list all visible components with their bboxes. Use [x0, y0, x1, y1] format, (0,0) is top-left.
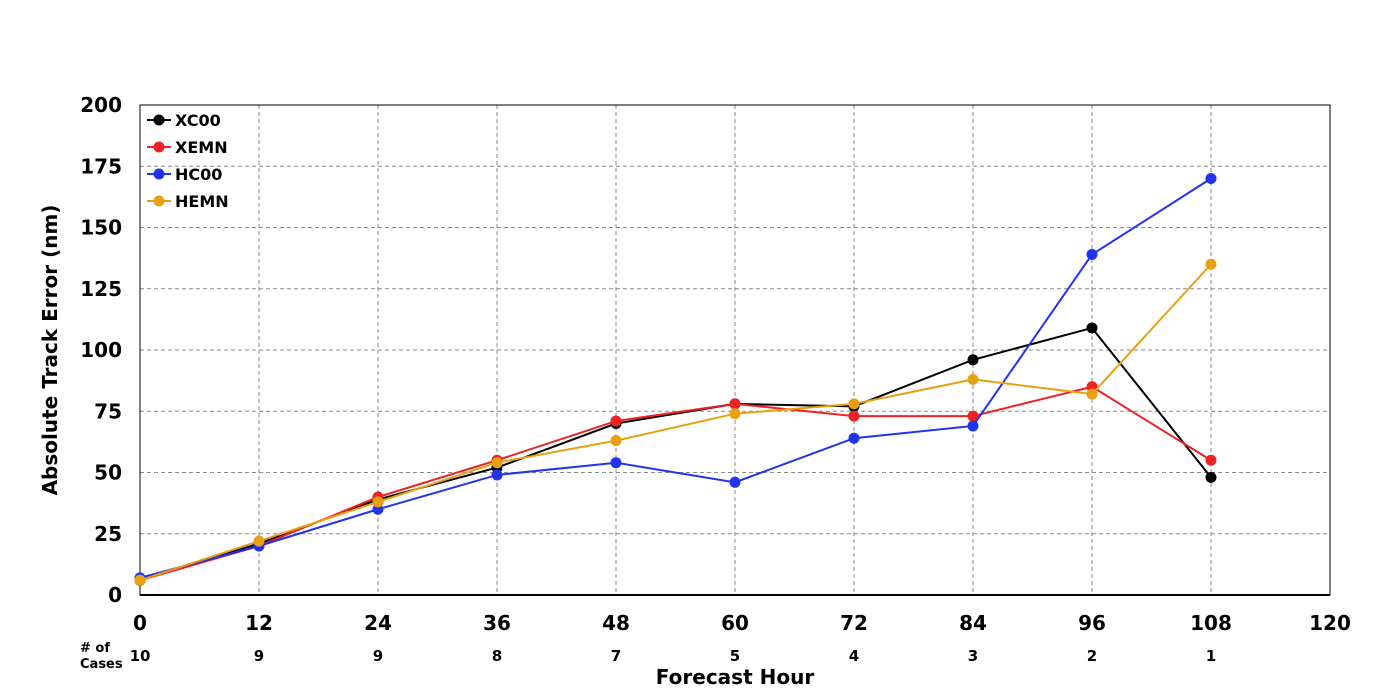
point-hc00-96	[1086, 248, 1098, 260]
point-xemn-108	[1205, 454, 1217, 466]
grid-lines	[140, 105, 1330, 595]
legend-label-hemn: HEMN	[175, 192, 229, 211]
point-hemn-84	[967, 373, 979, 385]
legend-item-xc00: XC00	[147, 111, 221, 130]
legend: XC00 XEMN HC00 HEMN	[147, 111, 229, 211]
y-tick-label-175: 175	[80, 154, 122, 178]
point-hemn-36	[491, 457, 503, 469]
cases-title-line-1: # of	[80, 641, 110, 656]
point-hemn-72	[848, 398, 860, 410]
point-xemn-48	[610, 415, 622, 427]
x-tick-label-108: 108	[1190, 611, 1232, 635]
x-tick-label-72: 72	[840, 611, 868, 635]
series-line-xemn	[139, 385, 1212, 582]
point-hemn-108	[1205, 258, 1217, 270]
y-tick-label-125: 125	[80, 277, 122, 301]
y-axis-title: Absolute Track Error (nm)	[38, 205, 62, 496]
series-line-hc00	[139, 177, 1212, 579]
cases-title-line-2: Cases	[80, 657, 123, 672]
point-hc00-108	[1205, 173, 1217, 184]
point-hemn-96	[1086, 388, 1098, 400]
legend-label-hc00: HC00	[175, 165, 222, 184]
x-tick-labels: 0 12 24 36 48 60 72 84 96 108 120	[133, 611, 1351, 635]
cases-row: # of Cases 10 9 9 8 7 5 4 3 2 1	[80, 641, 1216, 672]
x-tick-label-24: 24	[364, 611, 392, 635]
point-xc00-108	[1205, 471, 1217, 483]
x-tick-label-120: 120	[1309, 611, 1351, 635]
legend-label-xc00: XC00	[175, 111, 221, 130]
point-hc00-36	[491, 469, 503, 481]
legend-item-hc00: HC00	[147, 165, 222, 184]
case-count-84: 3	[968, 647, 978, 665]
x-tick-label-48: 48	[602, 611, 630, 635]
legend-swatch-marker-xemn	[153, 141, 165, 153]
y-tick-label-25: 25	[94, 522, 122, 546]
point-hc00-60	[729, 476, 741, 488]
series-xemn	[134, 381, 1217, 586]
y-tick-labels: 0 25 50 75 100 125 150 175 200	[80, 93, 122, 607]
series-hc00	[134, 173, 1217, 584]
y-tick-label-75: 75	[94, 399, 122, 423]
legend-swatch-marker-hc00	[153, 168, 165, 180]
legend-label-xemn: XEMN	[175, 138, 228, 157]
x-tick-label-84: 84	[959, 611, 987, 635]
case-count-12: 9	[254, 647, 264, 665]
case-count-108: 1	[1206, 647, 1216, 665]
point-hemn-48	[610, 435, 622, 447]
point-xemn-72	[848, 410, 860, 422]
legend-item-hemn: HEMN	[147, 192, 229, 211]
case-count-24: 9	[373, 647, 383, 665]
y-tick-label-100: 100	[80, 338, 122, 362]
case-count-72: 4	[849, 647, 859, 665]
y-tick-label-200: 200	[80, 93, 122, 117]
legend-swatch-marker-xc00	[153, 114, 165, 126]
case-count-36: 8	[492, 647, 502, 665]
y-tick-label-150: 150	[80, 216, 122, 240]
series-xc00	[134, 322, 1217, 586]
x-tick-label-60: 60	[721, 611, 749, 635]
point-hemn-60	[729, 408, 741, 420]
point-hc00-72	[848, 432, 860, 444]
series-line-xc00	[139, 326, 1212, 582]
case-count-48: 7	[611, 647, 621, 665]
x-tick-label-12: 12	[245, 611, 273, 635]
point-xemn-84	[967, 410, 979, 422]
legend-item-xemn: XEMN	[147, 138, 228, 157]
y-tick-label-0: 0	[108, 583, 122, 607]
series-lines	[134, 173, 1217, 586]
point-xc00-84	[967, 354, 979, 366]
y-tick-label-50: 50	[94, 461, 122, 485]
case-count-96: 2	[1087, 647, 1097, 665]
point-hemn-12	[253, 535, 265, 547]
series-line-hemn	[139, 263, 1212, 582]
point-hemn-24	[372, 496, 384, 508]
point-xc00-96	[1086, 322, 1098, 334]
point-hemn-0	[134, 574, 146, 586]
legend-swatch-marker-hemn	[153, 195, 165, 207]
series-hemn	[134, 258, 1217, 586]
x-tick-label-96: 96	[1078, 611, 1106, 635]
point-xemn-60	[729, 398, 741, 410]
point-hc00-84	[967, 420, 979, 432]
x-tick-label-36: 36	[483, 611, 511, 635]
x-tick-label-0: 0	[133, 611, 147, 635]
case-count-60: 5	[730, 647, 740, 665]
case-count-0: 10	[130, 647, 151, 665]
x-axis-title: Forecast Hour	[656, 665, 815, 689]
point-hc00-48	[610, 457, 622, 469]
